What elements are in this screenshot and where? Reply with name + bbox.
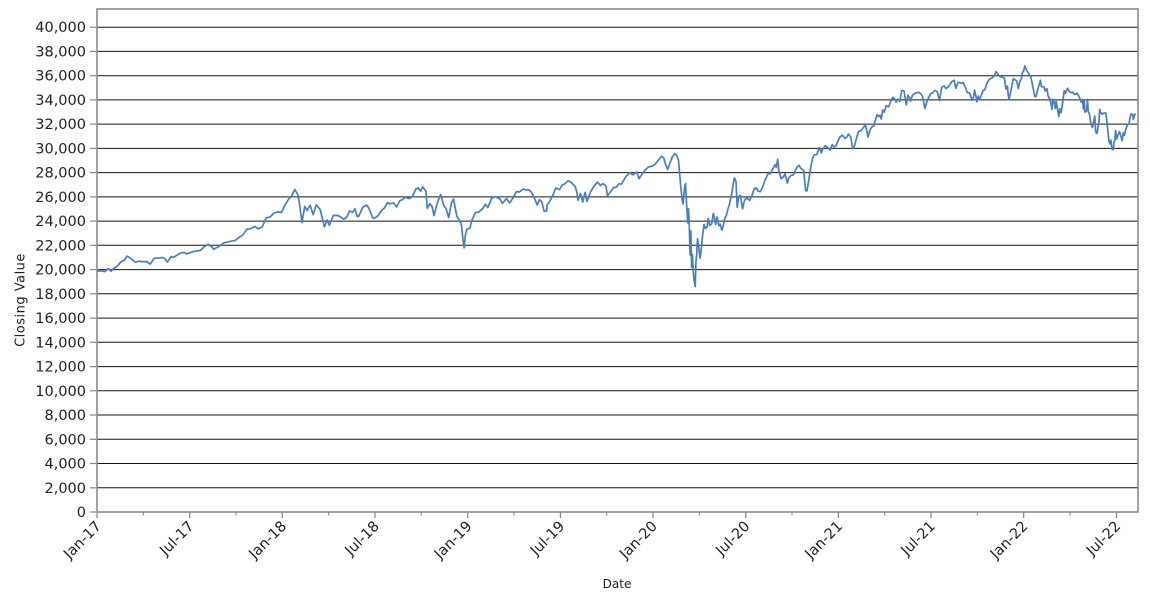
y-tick-label: 12,000 [35, 360, 86, 376]
y-tick-label: 26,000 [35, 190, 86, 206]
y-tick-label: 38,000 [35, 44, 86, 60]
plot-border [96, 8, 1139, 513]
y-tick-label: 16,000 [35, 311, 86, 327]
x-tick-label: Jan-18 [246, 519, 291, 564]
y-tick-label: 32,000 [35, 117, 86, 133]
x-tick-label: Jan-19 [431, 519, 476, 564]
y-tick-label: 8,000 [44, 408, 86, 424]
closing-value-line [96, 65, 1137, 288]
y-tick-label: 18,000 [35, 287, 86, 303]
x-tick-label: Jul-21 [898, 519, 939, 560]
y-tick-label: 34,000 [35, 93, 86, 109]
y-tick-label: 6,000 [44, 432, 86, 448]
y-tick-label: 0 [77, 505, 86, 521]
y-tick-label: 4,000 [44, 457, 86, 473]
y-axis-title: Closing Value [13, 253, 29, 347]
y-tick-label: 30,000 [35, 141, 86, 157]
x-tick-label: Jul-22 [1083, 519, 1124, 560]
x-axis-title: Date [602, 577, 632, 591]
y-tick-label: 36,000 [35, 69, 86, 85]
y-tick-label: 10,000 [35, 384, 86, 400]
x-tick-label: Jan-21 [802, 519, 847, 564]
x-tick-label: Jul-20 [712, 519, 753, 560]
x-tick-label: Jul-19 [527, 519, 568, 560]
x-tick-label: Jan-17 [60, 519, 105, 564]
y-tick-label: 28,000 [35, 166, 86, 182]
y-tick-label: 22,000 [35, 238, 86, 254]
y-tick-label: 2,000 [44, 481, 86, 497]
y-tick-label: 40,000 [35, 20, 86, 36]
x-tick-label: Jul-17 [156, 519, 197, 560]
x-tick-label: Jul-18 [342, 519, 383, 560]
y-tick-label: 24,000 [35, 214, 86, 230]
x-tick-label: Jan-22 [987, 519, 1032, 564]
y-tick-label: 14,000 [35, 335, 86, 351]
x-tick-label: Jan-20 [616, 519, 661, 564]
y-tick-label: 20,000 [35, 263, 86, 279]
